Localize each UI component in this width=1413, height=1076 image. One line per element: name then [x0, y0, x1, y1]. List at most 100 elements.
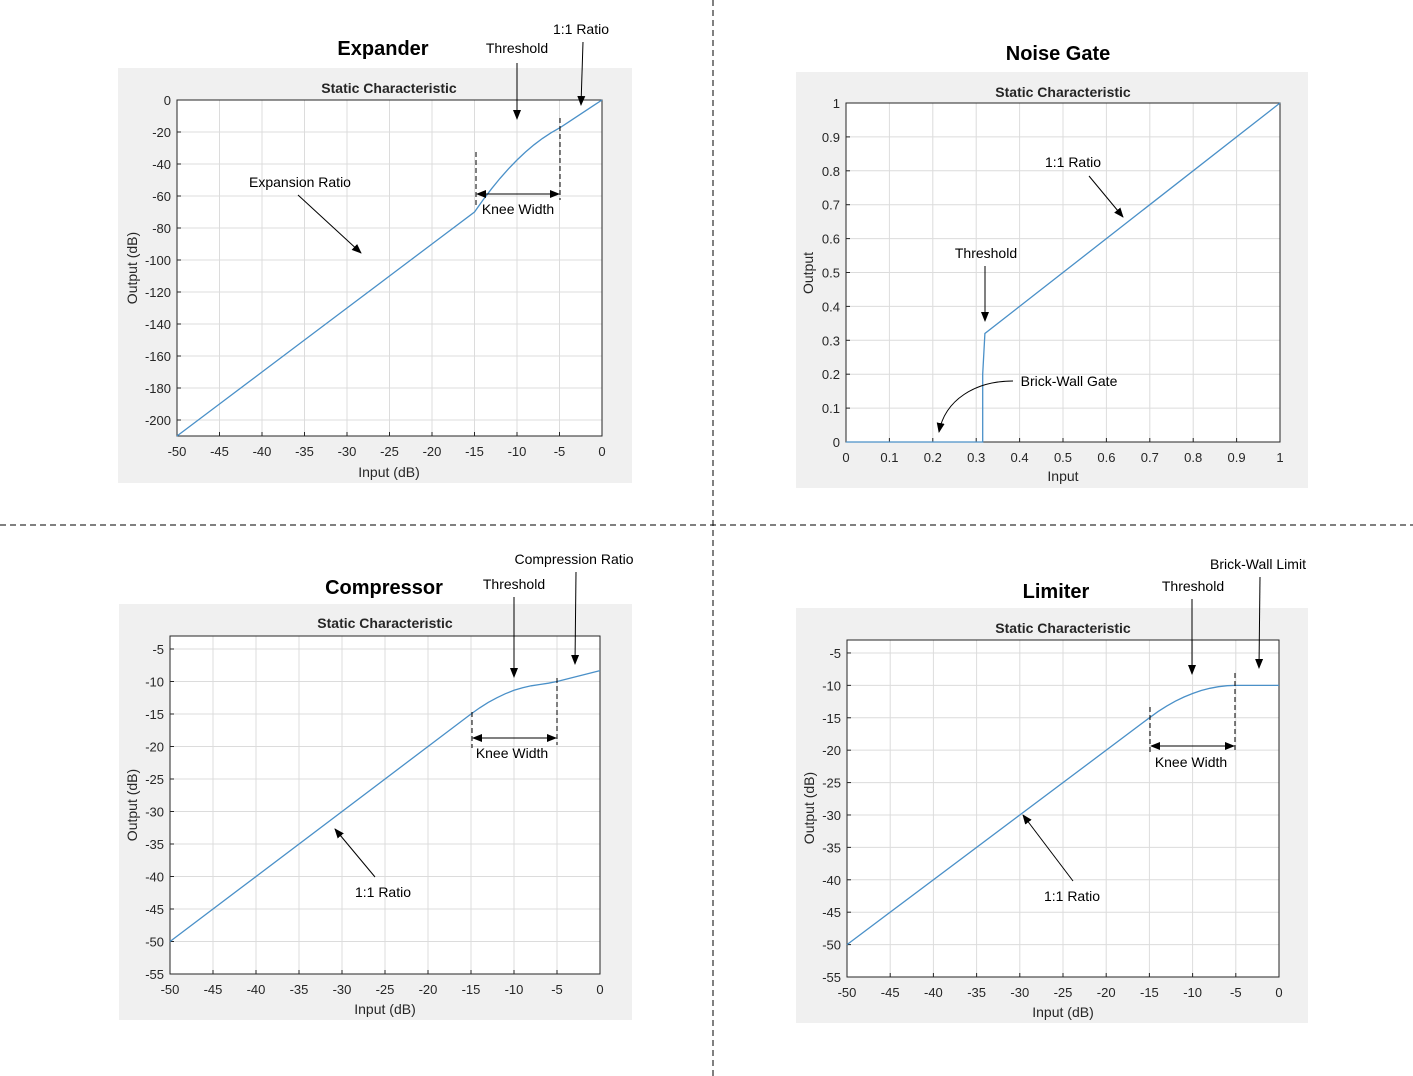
x-tick-label: 0.3 [967, 450, 985, 465]
grid [169, 635, 601, 975]
annotations: 1:1 Ratio Threshold Brick-Wall Gate [936, 154, 1124, 433]
x-tick-label: 0.1 [880, 450, 898, 465]
annotation-arrow [936, 380, 1014, 433]
x-tick-label: -10 [508, 444, 527, 459]
x-axis-label: Input (dB) [358, 464, 419, 480]
annotation-label: Knee Width [1155, 754, 1227, 770]
y-tick-label: -30 [822, 808, 841, 823]
x-axis-label: Input (dB) [1032, 1004, 1093, 1020]
annotation-arrow [1022, 814, 1074, 882]
x-tick-label: -10 [505, 982, 524, 997]
x-tick-label: -15 [465, 444, 484, 459]
x-tick-label: 0.4 [1011, 450, 1029, 465]
limiter-panel: Limiter Static Characteristic -50 -45 -40-… [796, 556, 1308, 1023]
y-tick-label: -30 [145, 805, 164, 820]
y-tick-label: -50 [145, 935, 164, 950]
annotation-label: Threshold [955, 245, 1017, 261]
x-tick-label: 1 [1276, 450, 1283, 465]
annotation-label: 1:1 Ratio [1044, 888, 1100, 904]
tick-labels: 0 0.1 0.2 0.3 0.4 0.5 0.6 0.7 0.8 0.9 1 0 0.1 0.2 0.3 0… [822, 96, 1284, 465]
y-tick-label: -5 [152, 642, 164, 657]
grid [846, 639, 1280, 978]
y-tick-label: 0.7 [822, 198, 840, 213]
y-tick-label: -100 [145, 253, 171, 268]
x-tick-label: -35 [295, 444, 314, 459]
x-tick-label: -15 [1140, 985, 1159, 1000]
annotation-label: Threshold [483, 576, 545, 592]
data-series [846, 684, 1279, 946]
y-tick-label: -20 [152, 125, 171, 140]
y-tick-label: -200 [145, 413, 171, 428]
x-tick-label: 0 [1275, 985, 1282, 1000]
chart-title: Static Characteristic [321, 80, 457, 96]
x-tick-label: -25 [380, 444, 399, 459]
y-tick-label: -55 [145, 967, 164, 982]
grid [176, 99, 603, 437]
annotation-label: Knee Width [482, 201, 554, 217]
annotations: Threshold Compression Ratio Knee Width 1… [334, 551, 634, 900]
x-tick-label: -20 [423, 444, 442, 459]
annotation-label: Expansion Ratio [249, 174, 351, 190]
x-tick-label: -50 [161, 982, 180, 997]
noise-gate-panel: Noise Gate Static Characteristic 0 0.1 0.2… [796, 43, 1308, 488]
y-tick-label: -15 [145, 707, 164, 722]
annotation-label: 1:1 Ratio [1045, 154, 1101, 170]
x-tick-label: -10 [1183, 985, 1202, 1000]
y-tick-label: -50 [822, 938, 841, 953]
x-tick-label: 0 [842, 450, 849, 465]
y-tick-label: -40 [145, 870, 164, 885]
y-tick-label: -45 [145, 902, 164, 917]
series-line [846, 102, 1281, 443]
y-tick-label: -180 [145, 381, 171, 396]
annotation-label: Compression Ratio [514, 551, 633, 567]
annotation-label: Brick-Wall Gate [1021, 373, 1118, 389]
x-tick-label: 0 [598, 444, 605, 459]
annotations: Threshold Brick-Wall Limit Knee Width 1:… [1022, 556, 1306, 904]
y-tick-label: -160 [145, 349, 171, 364]
y-axis-label: Output (dB) [124, 232, 140, 304]
y-tick-label: -40 [822, 873, 841, 888]
data-series [846, 102, 1281, 443]
x-tick-label: 0.5 [1054, 450, 1072, 465]
x-tick-label: -40 [924, 985, 943, 1000]
y-tick-label: 0.6 [822, 232, 840, 247]
y-tick-label: 0.9 [822, 130, 840, 145]
annotation-label: 1:1 Ratio [553, 21, 609, 37]
compressor-panel: Compressor Static Characteristic -50 -45 -… [119, 551, 634, 1020]
y-axis-label: Output (dB) [124, 769, 140, 841]
x-tick-label: -40 [247, 982, 266, 997]
expander-panel: Expander Static Characteristic -50 -45 -40… [118, 21, 632, 483]
y-tick-label: -80 [152, 221, 171, 236]
panel-title: Compressor [325, 577, 443, 599]
y-tick-label: -10 [822, 678, 841, 693]
chart-title: Static Characteristic [995, 84, 1131, 100]
series-line [176, 99, 603, 437]
y-axis-label: Output (dB) [801, 772, 817, 844]
y-tick-label: -35 [822, 840, 841, 855]
x-tick-label: -5 [551, 982, 563, 997]
y-tick-label: -120 [145, 285, 171, 300]
x-tick-label: -30 [1010, 985, 1029, 1000]
panel-title: Noise Gate [1006, 43, 1110, 65]
x-tick-label: 0.9 [1228, 450, 1246, 465]
x-tick-label: -45 [881, 985, 900, 1000]
y-tick-label: 0.1 [822, 401, 840, 416]
x-tick-label: 0.8 [1184, 450, 1202, 465]
x-tick-label: -50 [838, 985, 857, 1000]
y-tick-label: -60 [152, 189, 171, 204]
y-tick-label: -45 [822, 905, 841, 920]
y-tick-label: -5 [829, 646, 841, 661]
y-tick-label: -35 [145, 837, 164, 852]
y-tick-label: -15 [822, 711, 841, 726]
annotation-label: Threshold [486, 40, 548, 56]
plot-frame [169, 635, 601, 975]
panel-title: Expander [337, 38, 428, 60]
chart-title: Static Characteristic [317, 615, 453, 631]
x-tick-label: -30 [338, 444, 357, 459]
x-tick-label: -5 [1230, 985, 1242, 1000]
y-tick-label: 0.4 [822, 299, 840, 314]
data-series [169, 669, 601, 943]
annotations: Threshold 1:1 Ratio Expansion Ratio Knee… [249, 21, 609, 254]
y-tick-label: 0.2 [822, 367, 840, 382]
chart-title: Static Characteristic [995, 620, 1131, 636]
